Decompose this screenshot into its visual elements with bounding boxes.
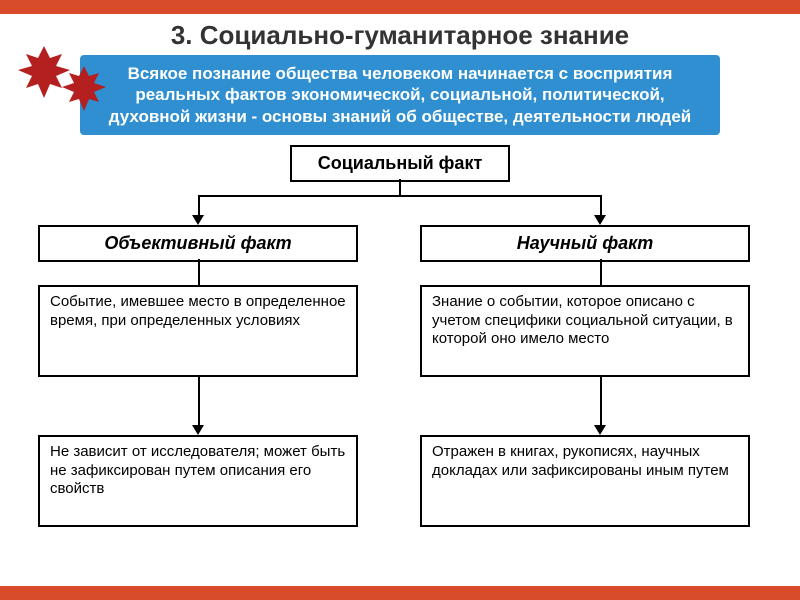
right-body-box: Знание о событии, которое описано с учет…	[420, 285, 750, 377]
slide-title: 3. Социально-гуманитарное знание	[0, 14, 800, 51]
connector	[198, 195, 602, 197]
arrow-icon	[594, 425, 606, 435]
intro-box: Всякое познание общества человеком начин…	[80, 55, 720, 135]
connector	[600, 195, 602, 215]
right-foot-box: Отражен в книгах, рукописях, научных док…	[420, 435, 750, 527]
arrow-icon	[192, 425, 204, 435]
slide: 3. Социально-гуманитарное знание Всякое …	[0, 0, 800, 600]
right-body: Знание о событии, которое описано с учет…	[432, 293, 733, 348]
left-foot: Не зависит от исследователя; может быть …	[50, 443, 345, 498]
connector	[198, 377, 200, 425]
right-heading: Научный факт	[517, 233, 654, 253]
root-label: Социальный факт	[318, 153, 483, 173]
root-box: Социальный факт	[290, 145, 510, 182]
diagram: Социальный факт Объективный факт Научный…	[20, 145, 780, 545]
right-foot: Отражен в книгах, рукописях, научных док…	[432, 443, 729, 479]
connector	[198, 195, 200, 215]
intro-text: Всякое познание общества человеком начин…	[109, 64, 692, 126]
right-heading-box: Научный факт	[420, 225, 750, 262]
connector	[399, 179, 401, 195]
left-heading-box: Объективный факт	[38, 225, 358, 262]
left-body-box: Событие, имевшее место в определенное вр…	[38, 285, 358, 377]
left-foot-box: Не зависит от исследователя; может быть …	[38, 435, 358, 527]
arrow-icon	[594, 215, 606, 225]
connector	[600, 377, 602, 425]
connector	[600, 259, 602, 285]
arrow-icon	[192, 215, 204, 225]
connector	[198, 259, 200, 285]
left-body: Событие, имевшее место в определенное вр…	[50, 293, 346, 329]
left-heading: Объективный факт	[104, 233, 291, 253]
